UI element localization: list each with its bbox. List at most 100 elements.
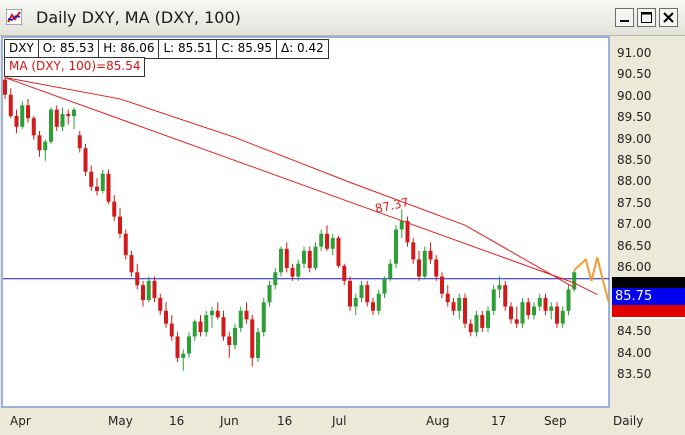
y-tick-label: 87.00 xyxy=(617,217,652,232)
candle-body xyxy=(118,216,122,234)
candle-body xyxy=(158,297,163,311)
candle-body xyxy=(49,109,53,142)
chart-icon xyxy=(6,9,22,25)
candle-body xyxy=(83,148,88,172)
candle-body xyxy=(474,315,479,333)
candle-body xyxy=(227,336,232,346)
candle-body xyxy=(486,310,490,328)
candle-body xyxy=(359,285,364,298)
candle-body xyxy=(325,233,329,249)
y-tick-label: 86.50 xyxy=(617,238,652,253)
candle-body xyxy=(307,250,312,268)
candle-body xyxy=(394,229,398,264)
x-tick-label: 16 xyxy=(277,414,293,428)
y-tick-label: 90.50 xyxy=(617,67,652,82)
x-tick-label: 17 xyxy=(491,414,507,428)
y-tick-label: 86.00 xyxy=(617,260,652,274)
forecast-line xyxy=(573,257,610,303)
candle-body xyxy=(175,336,180,358)
candle-body xyxy=(169,323,174,337)
candle-body xyxy=(95,186,99,191)
period-label[interactable]: Daily xyxy=(613,414,644,428)
window-titlebar: Daily DXY, MA (DXY, 100) xyxy=(0,0,685,36)
candle-body xyxy=(204,315,209,333)
candle-body xyxy=(336,238,341,266)
candle-body xyxy=(457,297,462,311)
candle-body xyxy=(284,248,289,268)
candle-body xyxy=(20,105,25,127)
open-value: O: 85.53 xyxy=(39,40,100,58)
candle-body xyxy=(509,306,513,320)
candle-body xyxy=(445,293,450,303)
candle-body xyxy=(428,250,433,260)
candle-body xyxy=(566,289,571,311)
high-value: H: 86.06 xyxy=(99,40,160,58)
x-tick-label: Sep xyxy=(544,414,567,428)
chart-plot-area[interactable] xyxy=(1,36,610,408)
minimize-button[interactable] xyxy=(615,8,634,27)
y-tick-label: 88.00 xyxy=(617,174,652,189)
x-tick-label: Aug xyxy=(426,414,450,428)
candle-body xyxy=(100,173,105,191)
x-tick-label: Jul xyxy=(332,414,347,428)
candle-body xyxy=(572,272,577,290)
y-tick-label: 90.00 xyxy=(617,88,652,103)
ma-price-tag xyxy=(612,305,685,317)
moving-average-line xyxy=(4,77,575,289)
candle-body xyxy=(181,353,186,358)
price-tag-divider xyxy=(612,317,685,319)
y-tick-label: 88.50 xyxy=(617,153,652,167)
candle-body xyxy=(146,280,151,301)
close-button[interactable] xyxy=(659,8,678,27)
candle-body xyxy=(26,105,30,119)
candle-body xyxy=(43,141,48,151)
candle-body xyxy=(141,285,145,301)
candle-body xyxy=(261,302,266,333)
candle-body xyxy=(72,109,76,117)
candle-body xyxy=(135,272,140,286)
candle-body xyxy=(31,118,36,136)
candle-body xyxy=(417,259,421,277)
candle-body xyxy=(221,317,226,337)
close-value: C: 85.95 xyxy=(217,40,277,58)
candle-body xyxy=(560,310,565,324)
delta-value: Δ: 0.42 xyxy=(280,41,324,55)
y-tick-label: 89.50 xyxy=(617,110,652,125)
candle-body xyxy=(422,250,427,277)
candle-body xyxy=(192,321,197,337)
candle-body xyxy=(66,113,71,117)
candle-body xyxy=(106,173,111,202)
candle-body xyxy=(14,116,19,127)
candle-body xyxy=(549,306,554,311)
candle-body xyxy=(152,280,157,298)
candle-body xyxy=(238,310,243,328)
current-price-tag: 85.75 xyxy=(612,288,685,305)
candle-body xyxy=(405,220,410,243)
candle-body xyxy=(267,285,272,303)
candle-body xyxy=(520,302,525,324)
candle-body xyxy=(537,297,542,307)
minimize-icon xyxy=(620,20,629,22)
y-tick-label: 87.50 xyxy=(617,195,652,210)
candle-body xyxy=(388,263,393,279)
y-tick-label: 84.50 xyxy=(617,324,652,339)
candle-body xyxy=(382,278,387,294)
y-tick-label: 89.00 xyxy=(617,131,652,146)
ohlc-info-box: DXY O: 85.53 H: 86.06 L: 85.51 C: 85.95 … xyxy=(4,39,329,59)
candle-body xyxy=(532,306,536,316)
candle-body xyxy=(8,94,13,117)
maximize-button[interactable] xyxy=(637,8,656,27)
candle-body xyxy=(279,248,283,273)
candle-body xyxy=(164,310,168,324)
candle-body xyxy=(302,250,306,264)
candle-body xyxy=(491,289,496,311)
candle-body xyxy=(54,109,59,127)
candle-body xyxy=(440,276,444,294)
candle-body xyxy=(555,306,559,324)
symbol-label: DXY xyxy=(5,40,39,58)
price-tag-high xyxy=(612,277,685,288)
y-tick-label: 83.50 xyxy=(617,367,652,381)
y-tick-label: 91.00 xyxy=(617,46,652,60)
trend-line xyxy=(4,77,598,295)
